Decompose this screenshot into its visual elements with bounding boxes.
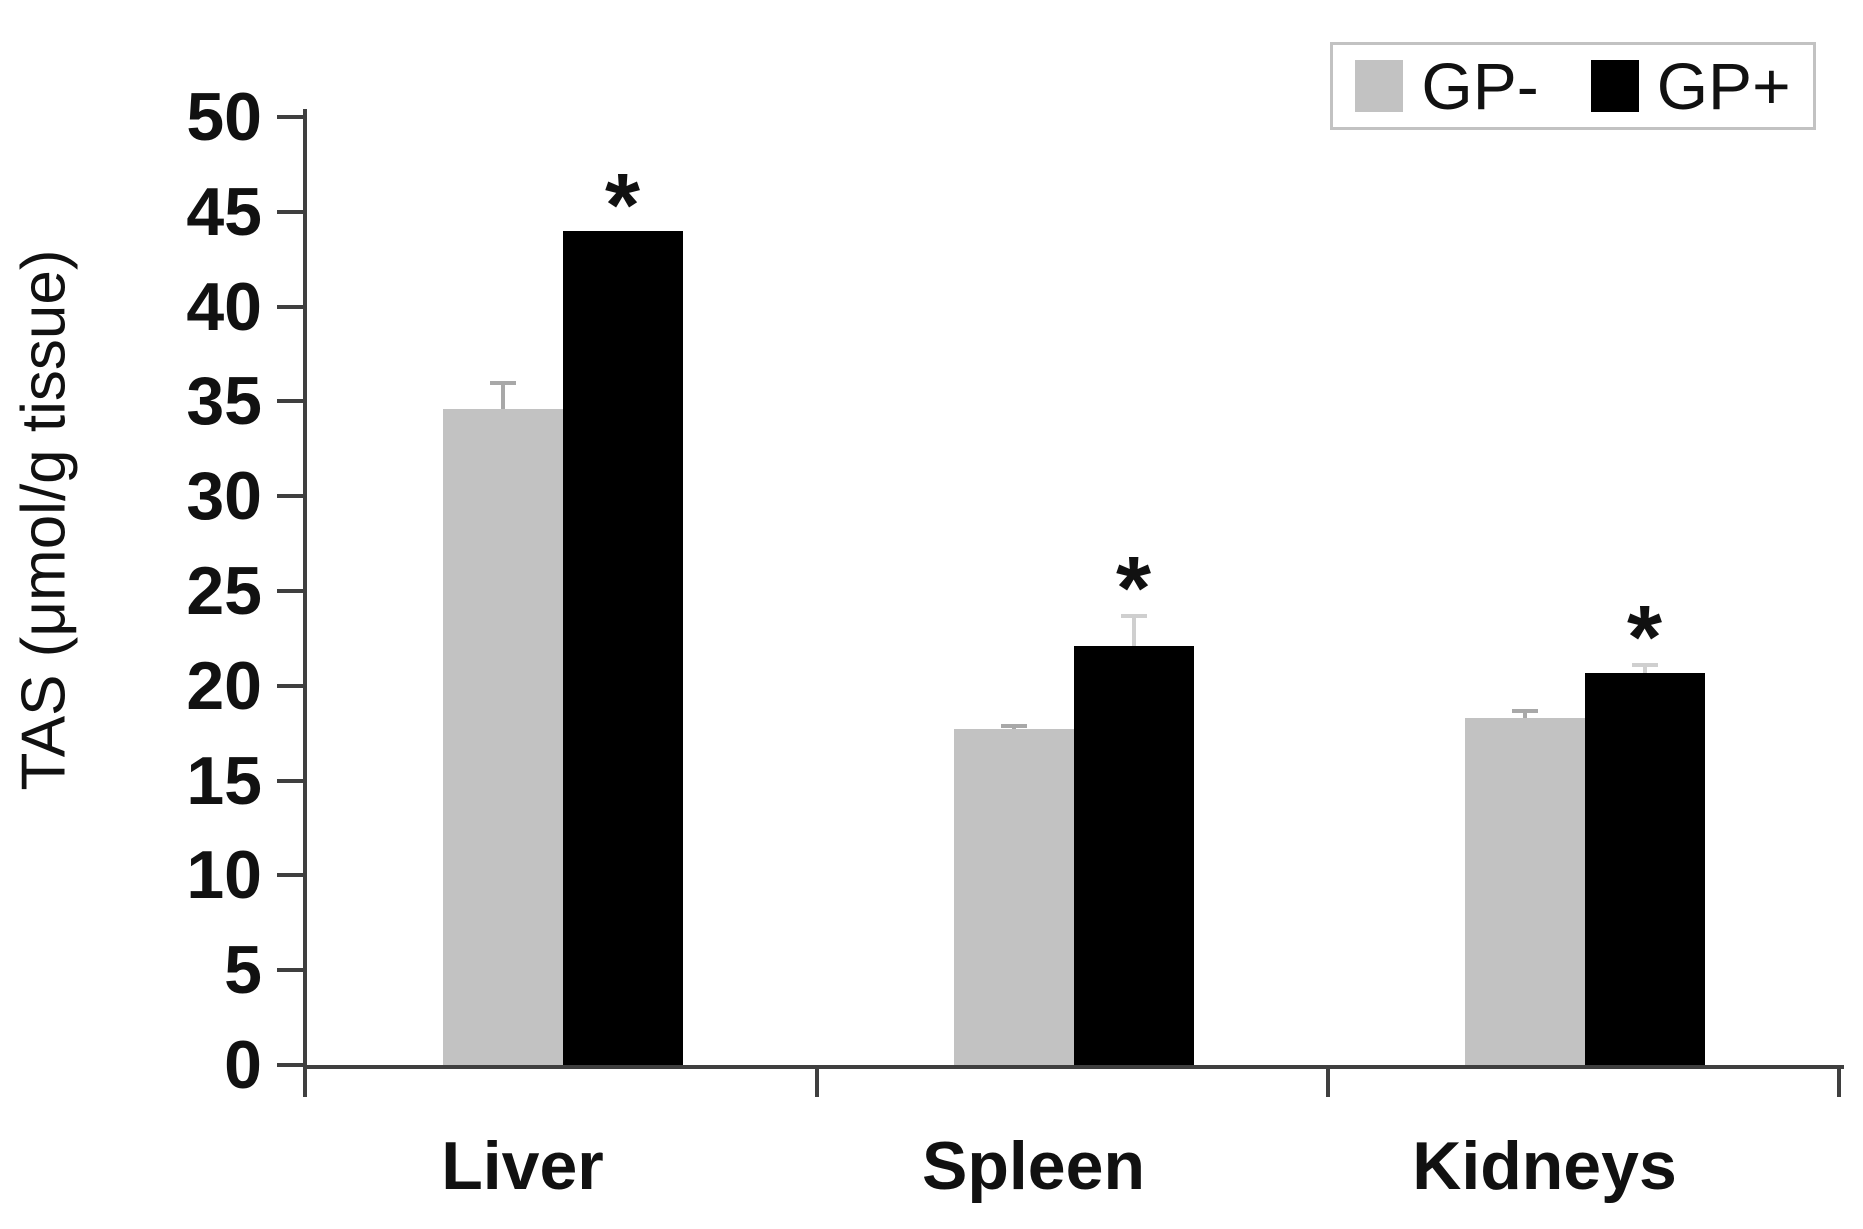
x-category-label-liver: Liver: [441, 1128, 604, 1204]
y-tick-label: 5: [224, 932, 262, 1009]
bar-gp-minus-spleen: [953, 729, 1074, 1065]
y-tick-label: 25: [186, 553, 262, 629]
error-bar-gp-plus-kidneys: [1642, 663, 1647, 673]
bar-gp-minus-liver: [442, 408, 563, 1065]
error-bar-cap-gp-plus-spleen: [1120, 613, 1147, 618]
legend-label-gp-plus: GP+: [1656, 49, 1791, 123]
y-tick-label: 10: [186, 837, 262, 914]
bar-gp-plus-spleen: [1073, 645, 1194, 1065]
legend-label-gp-minus: GP-: [1421, 49, 1539, 123]
y-tick-label: 45: [186, 173, 262, 250]
error-bar-gp-minus-liver: [500, 380, 505, 409]
y-tick-mark: [277, 399, 303, 404]
y-tick-mark: [277, 304, 303, 309]
error-bar-cap-gp-plus-kidneys: [1631, 663, 1658, 668]
x-axis-line: [303, 1065, 1844, 1069]
y-tick-label: 0: [224, 1027, 262, 1103]
significance-marker-liver: *: [604, 155, 641, 256]
y-tick-mark: [277, 1063, 303, 1067]
x-tick-mark: [1837, 1069, 1841, 1097]
y-tick-mark: [277, 683, 303, 688]
y-axis-line: [303, 109, 307, 1097]
error-bar-cap-gp-minus-kidneys: [1511, 708, 1538, 713]
x-category-label-kidneys: Kidneys: [1412, 1128, 1677, 1204]
bar-gp-plus-liver: [562, 230, 683, 1065]
error-bar-cap-gp-minus-spleen: [1000, 723, 1027, 728]
y-tick-mark: [277, 209, 303, 214]
y-tick-mark: [277, 115, 303, 119]
error-bar-gp-plus-spleen: [1131, 613, 1136, 646]
y-tick-mark: [277, 589, 303, 593]
y-tick-label: 15: [186, 742, 262, 819]
y-tick-mark: [277, 494, 303, 499]
legend-item-gp-minus: GP-: [1355, 49, 1539, 123]
legend-item-gp-plus: GP+: [1590, 49, 1791, 123]
y-tick-label: 40: [186, 268, 262, 345]
y-tick-label: 30: [186, 458, 262, 535]
y-tick-mark: [277, 873, 303, 878]
x-category-label-spleen: Spleen: [922, 1128, 1145, 1204]
y-tick-label: 35: [186, 363, 262, 440]
x-tick-mark: [1326, 1069, 1330, 1097]
significance-marker-kidneys: *: [1626, 588, 1663, 689]
error-bar-gp-minus-kidneys: [1522, 708, 1527, 719]
legend-swatch-gp-minus: [1355, 60, 1404, 112]
y-tick-label: 50: [186, 79, 262, 155]
significance-marker-spleen: *: [1115, 538, 1152, 639]
legend: GP- GP+: [1330, 42, 1816, 130]
y-tick-label: 20: [186, 647, 262, 724]
bar-gp-minus-kidneys: [1464, 718, 1585, 1065]
plot-area: 0 5 10 15 20 25 30 35 40 45 50 * Liver * Spleen * Kidney…: [186, 79, 1844, 1204]
error-bar-cap-gp-minus-liver: [489, 380, 516, 385]
x-tick-mark: [815, 1069, 819, 1097]
y-tick-mark: [277, 968, 303, 973]
bar-gp-plus-kidneys: [1584, 672, 1705, 1065]
y-tick-mark: [277, 778, 303, 783]
legend-swatch-gp-plus: [1590, 60, 1639, 112]
